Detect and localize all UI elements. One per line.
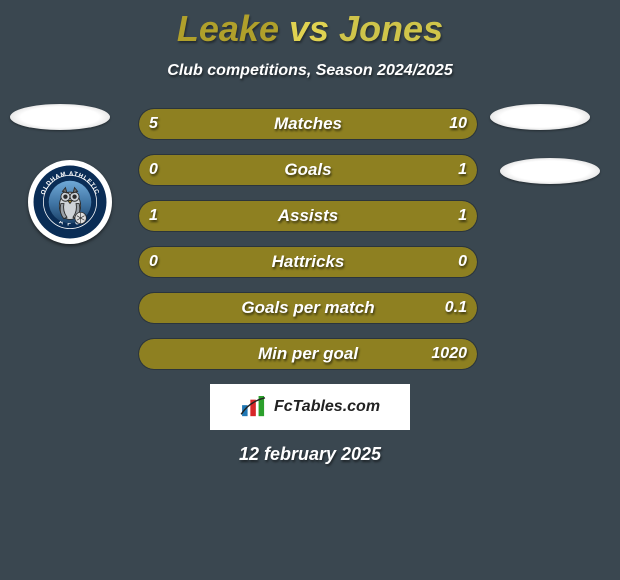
player1-name: Leake xyxy=(177,8,279,49)
stat-row: Min per goal1020 xyxy=(138,338,478,370)
subtitle: Club competitions, Season 2024/2025 xyxy=(0,62,620,80)
stat-left-fill xyxy=(139,293,240,323)
stat-left-fill xyxy=(139,109,251,139)
right-team-placeholder-ellipse-2 xyxy=(500,158,600,184)
stat-right-fill xyxy=(207,155,477,185)
left-team-crest: OLDHAM ATHLETIC A F C xyxy=(28,160,112,244)
stat-left-fill xyxy=(139,339,240,369)
stat-right-fill xyxy=(240,293,477,323)
player2-name: Jones xyxy=(339,8,443,49)
stat-left-fill xyxy=(139,201,308,231)
content-area: OLDHAM ATHLETIC A F C xyxy=(0,108,620,368)
stat-right-fill xyxy=(240,339,477,369)
vs-word: vs xyxy=(289,8,329,49)
left-team-placeholder-ellipse xyxy=(10,104,110,130)
stat-right-fill xyxy=(308,247,477,277)
right-team-placeholder-ellipse-1 xyxy=(490,104,590,130)
stat-row: Goals01 xyxy=(138,154,478,186)
stats-bars: Matches510 Goals01 Assists11 Hattricks00 Goa… xyxy=(138,108,478,384)
comparison-title: Leake vs Jones xyxy=(0,0,620,50)
infographic-date: 12 february 2025 xyxy=(0,444,620,465)
stat-right-fill xyxy=(308,201,477,231)
fctables-watermark: FcTables.com xyxy=(210,384,410,430)
stat-row: Hattricks00 xyxy=(138,246,478,278)
stat-row: Goals per match0.1 xyxy=(138,292,478,324)
bar-chart-icon xyxy=(240,396,268,418)
watermark-text: FcTables.com xyxy=(274,398,380,416)
stat-row: Matches510 xyxy=(138,108,478,140)
stat-right-fill xyxy=(251,109,477,139)
stat-row: Assists11 xyxy=(138,200,478,232)
oldham-athletic-crest-icon: OLDHAM ATHLETIC A F C xyxy=(32,164,108,240)
stat-left-fill xyxy=(139,155,207,185)
stat-left-fill xyxy=(139,247,308,277)
